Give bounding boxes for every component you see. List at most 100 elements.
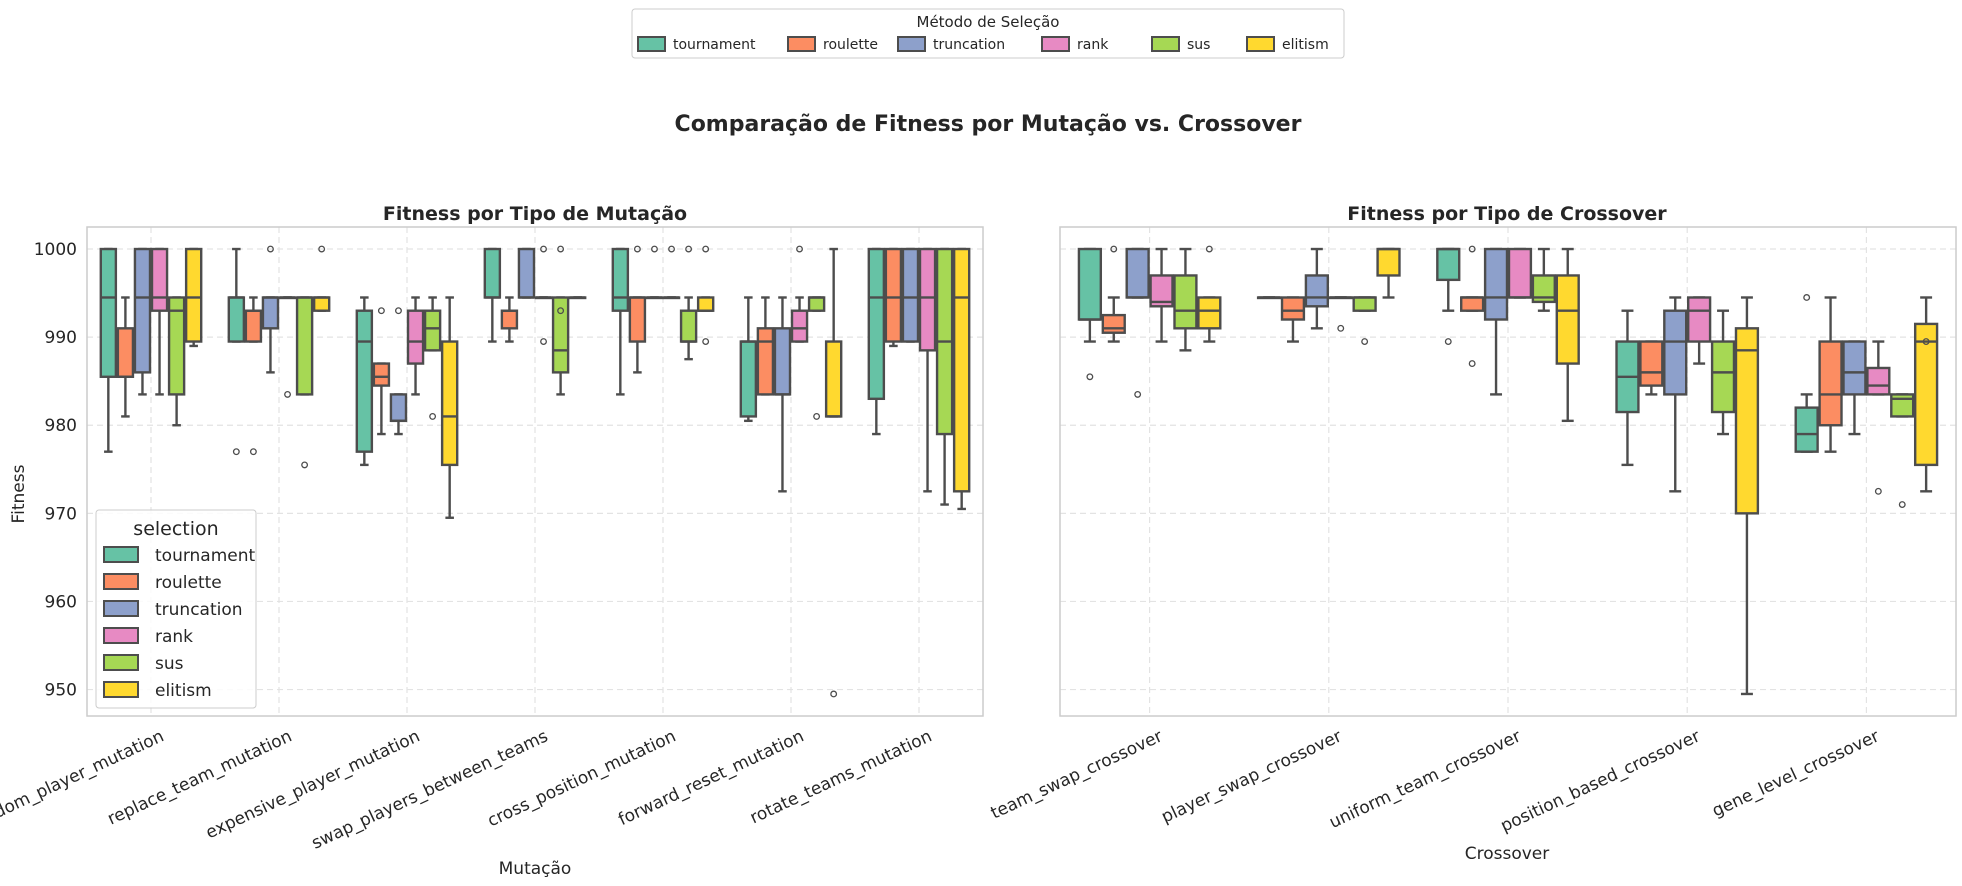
inner-legend-label-tournament: tournament — [155, 546, 256, 566]
fitness-y-label: Fitness — [9, 464, 29, 523]
iqr-box — [1460, 296, 1485, 312]
outlier-point — [557, 245, 565, 253]
iqr-box — [1304, 274, 1329, 308]
y-tick-label: 980 — [45, 416, 77, 436]
inner-legend-swatch-truncation — [103, 600, 139, 617]
inner-legend-label-truncation: truncation — [155, 600, 243, 620]
box-sus — [295, 296, 314, 469]
top-legend: Método de Seleção tournament roulette trun… — [631, 8, 1345, 59]
inner-legend-item-roulette: roulette — [103, 573, 222, 593]
outlier-point — [1134, 390, 1142, 398]
iqr-box — [133, 247, 152, 374]
iqr-box — [790, 309, 809, 343]
iqr-box — [1639, 340, 1664, 387]
box-sus — [167, 296, 186, 427]
outlier-point — [1898, 501, 1906, 508]
box-roulette — [372, 307, 391, 436]
box-sus — [679, 245, 698, 361]
outlier-point — [232, 448, 240, 456]
top-legend-swatch-roulette — [787, 36, 816, 52]
box-roulette — [116, 296, 135, 418]
iqr-box — [884, 247, 903, 343]
inner-legend-swatch-rank — [103, 627, 139, 644]
box-rank — [918, 247, 937, 493]
box-truncation — [773, 296, 792, 493]
iqr-box — [901, 247, 920, 343]
box-tournament — [227, 247, 246, 456]
box-sus — [1352, 296, 1377, 345]
axes-frame — [86, 226, 984, 717]
iqr-box — [1077, 247, 1103, 321]
top-legend-title: Método de Seleção — [917, 13, 1060, 31]
top-legend-label-sus: sus — [1187, 37, 1210, 53]
iqr-box — [1842, 340, 1867, 396]
top-legend-item-rank: rank — [1041, 36, 1109, 53]
box-elitism — [952, 247, 971, 511]
inner-legend-label-rank: rank — [155, 627, 193, 647]
iqr-box — [312, 296, 331, 312]
iqr-box — [1125, 247, 1150, 299]
box-truncation — [1125, 247, 1150, 398]
top-legend-item-tournament: tournament — [637, 36, 756, 53]
iqr-box — [389, 393, 408, 423]
iqr-box — [1794, 406, 1819, 453]
x-tick-label: gene_level_crossover — [1709, 726, 1882, 821]
top-legend-swatch-truncation — [897, 36, 926, 52]
box-elitism — [440, 296, 459, 519]
box-truncation — [389, 307, 408, 436]
box-tournament — [355, 296, 374, 467]
iqr-box — [295, 296, 314, 396]
box-sus — [807, 296, 826, 420]
iqr-box — [517, 247, 536, 299]
iqr-box — [696, 296, 715, 312]
iqr-box — [99, 247, 118, 378]
iqr-box — [1376, 247, 1401, 277]
crossover-x-label: Crossover — [1465, 844, 1550, 864]
outlier-point — [1205, 245, 1213, 253]
box-elitism — [696, 245, 715, 345]
iqr-box — [1197, 296, 1222, 330]
iqr-box — [1734, 327, 1760, 515]
x-tick-label: player_swap_crossover — [1158, 726, 1344, 827]
box-elitism — [312, 245, 331, 312]
axes-frame — [1059, 226, 1957, 717]
box-sus — [1531, 247, 1556, 312]
outlier-point — [284, 390, 291, 398]
inner-legend-item-rank: rank — [103, 627, 193, 647]
outlier-point — [267, 245, 274, 253]
iqr-box — [756, 327, 775, 396]
mutation-panel-title: Fitness por Tipo de Mutação — [383, 203, 687, 225]
box-tournament — [1436, 247, 1461, 345]
inner-legend: selection tournament roulette truncation ra… — [95, 509, 257, 709]
iqr-box — [1173, 274, 1198, 330]
iqr-box — [1866, 366, 1891, 396]
box-rank — [1507, 247, 1533, 299]
series-elitism — [1197, 245, 1939, 696]
iqr-box — [1818, 340, 1843, 427]
box-roulette — [1639, 340, 1664, 396]
outlier-point — [813, 412, 821, 420]
series-truncation — [1125, 247, 1867, 493]
box-sus — [423, 296, 442, 420]
top-legend-label-truncation: truncation — [933, 37, 1005, 53]
x-tick-label: swap_players_between_teams — [309, 726, 552, 853]
iqr-box — [1663, 309, 1688, 396]
iqr-box — [824, 340, 843, 418]
figure-suptitle: Comparação de Fitness por Mutação vs. Cr… — [675, 112, 1302, 137]
inner-legend-swatch-tournament — [103, 546, 139, 563]
inner-legend-item-elitism: elitism — [103, 681, 212, 701]
outlier-point — [1110, 245, 1118, 253]
box-tournament — [611, 247, 630, 396]
iqr-box — [867, 247, 886, 401]
iqr-box — [244, 309, 263, 343]
iqr-box — [261, 296, 280, 330]
top-legend-label-roulette: roulette — [823, 37, 878, 53]
iqr-box — [918, 247, 937, 352]
iqr-box — [483, 247, 502, 299]
outlier-point — [1361, 338, 1369, 345]
box-elitism — [184, 247, 203, 348]
outlier-point — [1874, 487, 1882, 495]
y-tick-label: 960 — [45, 592, 77, 612]
inner-legend-item-tournament: tournament — [103, 546, 256, 566]
